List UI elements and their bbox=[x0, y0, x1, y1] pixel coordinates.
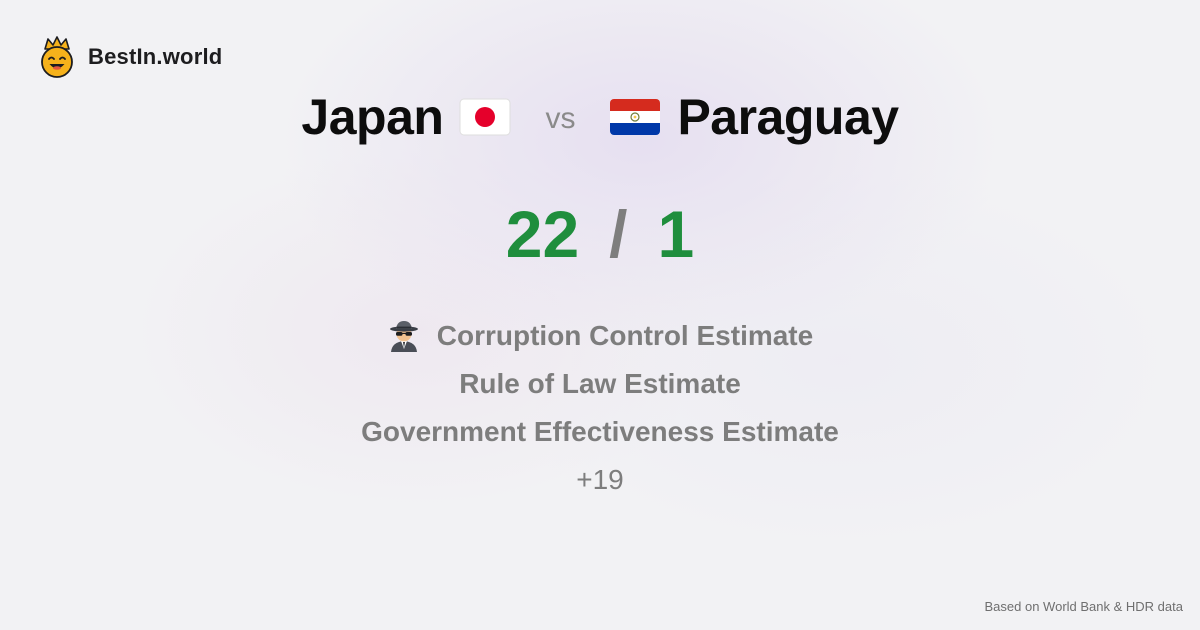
comparison-title: Japan vs Paraguay bbox=[0, 82, 1200, 152]
brand-name: BestIn.world bbox=[88, 44, 223, 69]
paraguay-flag-icon bbox=[610, 99, 661, 135]
japan-flag-icon bbox=[459, 98, 511, 136]
more-count: +19 bbox=[0, 456, 1200, 504]
score-separator: / bbox=[609, 197, 628, 271]
metric-label: Rule of Law Estimate bbox=[459, 368, 741, 399]
metric-list: Corruption Control Estimate Rule of Law … bbox=[0, 312, 1200, 504]
score: 22 / 1 bbox=[0, 192, 1200, 276]
spy-icon bbox=[389, 321, 418, 352]
left-score: 22 bbox=[505, 197, 580, 271]
vs-label: vs bbox=[545, 102, 576, 135]
metric-item: Rule of Law Estimate bbox=[0, 360, 1200, 408]
metric-item: Corruption Control Estimate bbox=[0, 312, 1200, 360]
metric-item: Government Effectiveness Estimate bbox=[0, 408, 1200, 456]
data-source-note: Based on World Bank & HDR data bbox=[984, 599, 1183, 614]
more-count-label: +19 bbox=[576, 464, 624, 495]
crown-smiley-icon bbox=[41, 36, 73, 78]
brand[interactable]: BestIn.world bbox=[38, 36, 222, 78]
left-country: Japan bbox=[301, 89, 444, 145]
right-country: Paraguay bbox=[677, 89, 899, 145]
metric-label: Government Effectiveness Estimate bbox=[361, 416, 839, 447]
right-score: 1 bbox=[657, 197, 695, 271]
metric-label: Corruption Control Estimate bbox=[436, 320, 814, 351]
